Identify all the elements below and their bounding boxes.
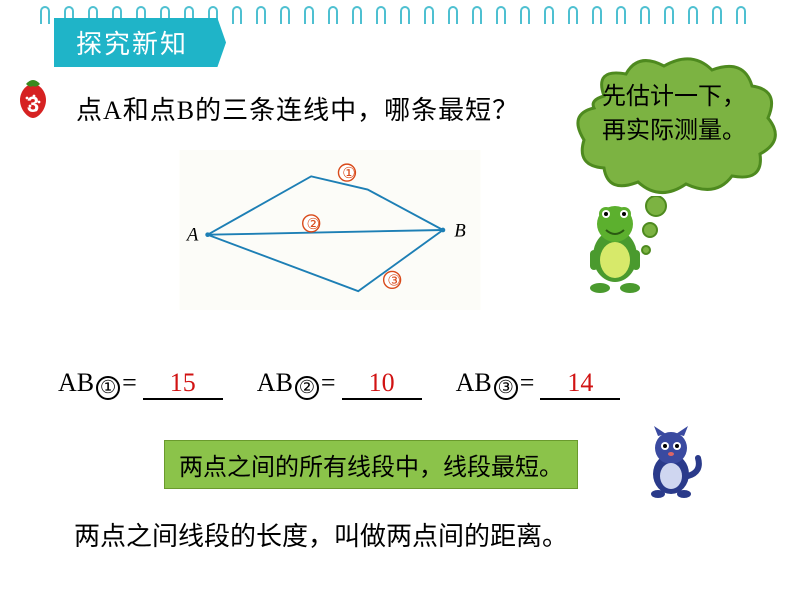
frog-character-icon <box>582 200 648 296</box>
question-number-badge: 3 <box>20 92 46 118</box>
question-text: 点A和点B的三条连线中，哪条最短？ <box>76 90 519 127</box>
answer-3: AB③= 14 <box>456 368 621 400</box>
cat-character-icon <box>640 426 702 500</box>
answer-2: AB②= 10 <box>257 368 422 400</box>
speech-line-2: 再实际测量。 <box>602 118 746 144</box>
path-label-1: ① <box>342 166 356 182</box>
definition-text: 两点之间线段的长度，叫做两点间的距离。 <box>74 516 568 553</box>
path-label-3: ③ <box>387 274 401 290</box>
point-a-label: A <box>185 224 199 245</box>
point-b-label: B <box>454 221 466 242</box>
path-label-2: ② <box>306 217 320 233</box>
conclusion-box: 两点之间的所有线段中，线段最短。 <box>164 440 578 489</box>
speech-text: 先估计一下， 再实际测量。 <box>584 80 764 148</box>
answer-1-value: 15 <box>143 368 223 400</box>
answer-2-value: 10 <box>342 368 422 400</box>
section-title: 探究新知 <box>54 18 226 67</box>
speech-line-1: 先估计一下， <box>602 84 746 110</box>
answers-row: AB①= 15 AB②= 10 AB③= 14 <box>58 368 620 400</box>
paths-diagram: A B ① ② ③ <box>170 150 490 310</box>
answer-3-value: 14 <box>540 368 620 400</box>
answer-1: AB①= 15 <box>58 368 223 400</box>
